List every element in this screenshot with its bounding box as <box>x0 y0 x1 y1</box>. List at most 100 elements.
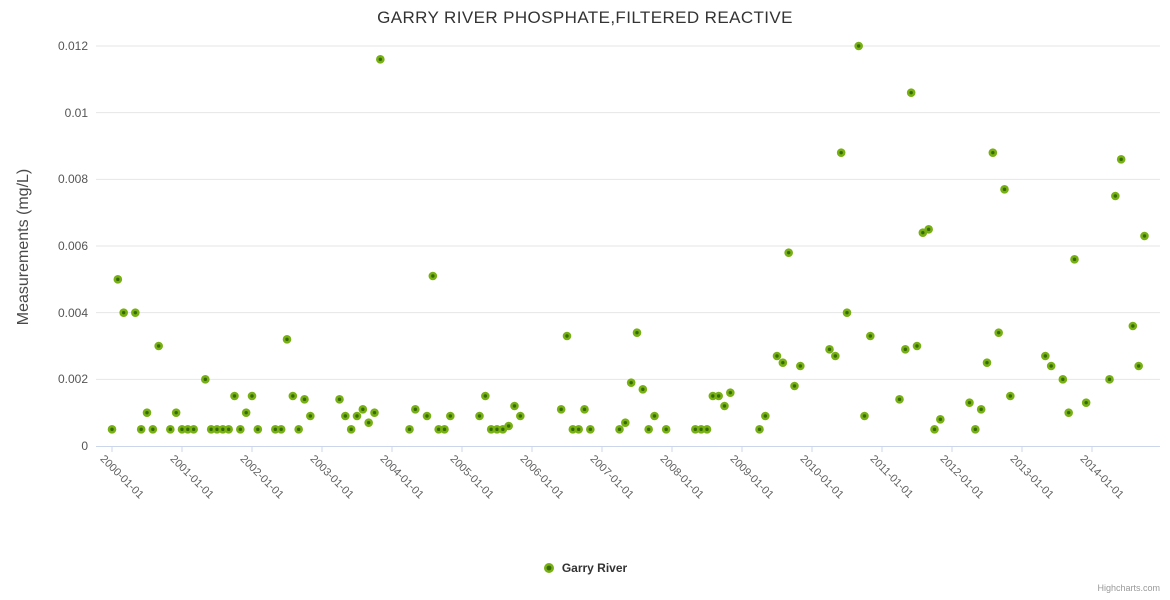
data-point[interactable] <box>761 411 770 421</box>
data-point[interactable] <box>364 418 373 427</box>
data-point[interactable] <box>201 375 210 384</box>
data-point[interactable] <box>994 328 1003 337</box>
data-point[interactable] <box>352 411 362 421</box>
data-point[interactable] <box>189 425 198 434</box>
data-point[interactable] <box>621 418 630 427</box>
data-point[interactable] <box>1070 255 1079 264</box>
data-point[interactable] <box>831 351 840 361</box>
data-point[interactable] <box>166 425 175 434</box>
data-point[interactable] <box>253 425 263 434</box>
legend-item-garry-river[interactable]: Garry River <box>0 561 1170 575</box>
data-point[interactable] <box>1111 191 1120 201</box>
data-point[interactable] <box>1128 321 1138 331</box>
data-point[interactable] <box>224 425 233 434</box>
data-point[interactable] <box>481 391 490 401</box>
data-point[interactable] <box>930 425 939 434</box>
data-point[interactable] <box>755 425 764 434</box>
data-point[interactable] <box>1041 351 1050 361</box>
data-point[interactable] <box>1058 375 1068 384</box>
data-point[interactable] <box>335 395 344 404</box>
data-point[interactable] <box>288 391 298 401</box>
data-point[interactable] <box>241 408 251 417</box>
data-point[interactable] <box>720 401 729 411</box>
data-point[interactable] <box>988 148 998 157</box>
data-point[interactable] <box>1046 361 1056 371</box>
data-point[interactable] <box>294 425 303 434</box>
data-point[interactable] <box>626 378 636 387</box>
data-point[interactable] <box>446 411 455 421</box>
data-point[interactable] <box>1000 185 1009 194</box>
data-point[interactable] <box>411 405 420 414</box>
data-point[interactable] <box>924 225 933 234</box>
data-point[interactable] <box>428 271 438 281</box>
data-point[interactable] <box>562 331 572 341</box>
data-point[interactable] <box>1140 231 1149 241</box>
data-point[interactable] <box>825 345 834 354</box>
data-point[interactable] <box>1105 375 1114 384</box>
data-point[interactable] <box>778 358 788 367</box>
data-point[interactable] <box>976 405 986 414</box>
data-point[interactable] <box>422 411 432 421</box>
data-point[interactable] <box>131 308 140 317</box>
data-point[interactable] <box>982 358 992 367</box>
data-point[interactable] <box>1116 155 1126 164</box>
data-point[interactable] <box>580 405 589 414</box>
data-point[interactable] <box>498 425 508 434</box>
data-point[interactable] <box>971 425 980 434</box>
data-point[interactable] <box>113 275 123 284</box>
data-point[interactable] <box>142 408 152 417</box>
data-point[interactable] <box>475 411 484 421</box>
data-point[interactable] <box>936 415 945 424</box>
data-point[interactable] <box>796 361 805 371</box>
data-point[interactable] <box>906 88 916 97</box>
data-point[interactable] <box>842 308 852 317</box>
data-point[interactable] <box>154 341 163 351</box>
highcharts-credits-link[interactable]: Highcharts.com <box>1097 583 1160 593</box>
data-point[interactable] <box>866 331 875 341</box>
data-point[interactable] <box>638 385 648 394</box>
data-point[interactable] <box>376 55 385 64</box>
data-point[interactable] <box>230 391 239 401</box>
data-point[interactable] <box>370 408 379 417</box>
data-point[interactable] <box>586 425 595 434</box>
data-point[interactable] <box>1081 398 1091 407</box>
data-point[interactable] <box>860 411 869 421</box>
data-point[interactable] <box>276 425 286 434</box>
data-point[interactable] <box>714 391 723 401</box>
data-point[interactable] <box>702 425 712 434</box>
data-point[interactable] <box>615 425 624 434</box>
data-point[interactable] <box>661 425 671 434</box>
data-point[interactable] <box>772 351 782 361</box>
data-point[interactable] <box>836 148 846 157</box>
data-point[interactable] <box>358 405 368 414</box>
data-point[interactable] <box>119 308 128 317</box>
data-point[interactable] <box>901 345 910 354</box>
data-point[interactable] <box>171 408 181 417</box>
data-point[interactable] <box>148 425 158 434</box>
data-point[interactable] <box>107 425 117 434</box>
data-point[interactable] <box>136 425 146 434</box>
data-point[interactable] <box>854 41 863 51</box>
data-point[interactable] <box>300 395 309 404</box>
data-point[interactable] <box>632 328 642 337</box>
data-point[interactable] <box>784 248 793 257</box>
data-point[interactable] <box>650 411 659 421</box>
data-point[interactable] <box>644 425 653 434</box>
data-point[interactable] <box>918 228 928 237</box>
data-point[interactable] <box>440 425 449 434</box>
data-point[interactable] <box>895 395 904 404</box>
data-point[interactable] <box>790 381 799 391</box>
data-point[interactable] <box>912 341 922 351</box>
data-point[interactable] <box>306 411 315 421</box>
data-point[interactable] <box>726 388 735 397</box>
data-point[interactable] <box>247 391 257 401</box>
data-point[interactable] <box>405 425 414 434</box>
data-point[interactable] <box>1064 408 1073 417</box>
data-point[interactable] <box>282 335 292 344</box>
data-point[interactable] <box>504 421 513 431</box>
data-point[interactable] <box>1006 391 1015 401</box>
data-point[interactable] <box>510 401 519 411</box>
data-point[interactable] <box>965 398 974 407</box>
data-point[interactable] <box>341 411 350 421</box>
data-point[interactable] <box>556 405 566 414</box>
